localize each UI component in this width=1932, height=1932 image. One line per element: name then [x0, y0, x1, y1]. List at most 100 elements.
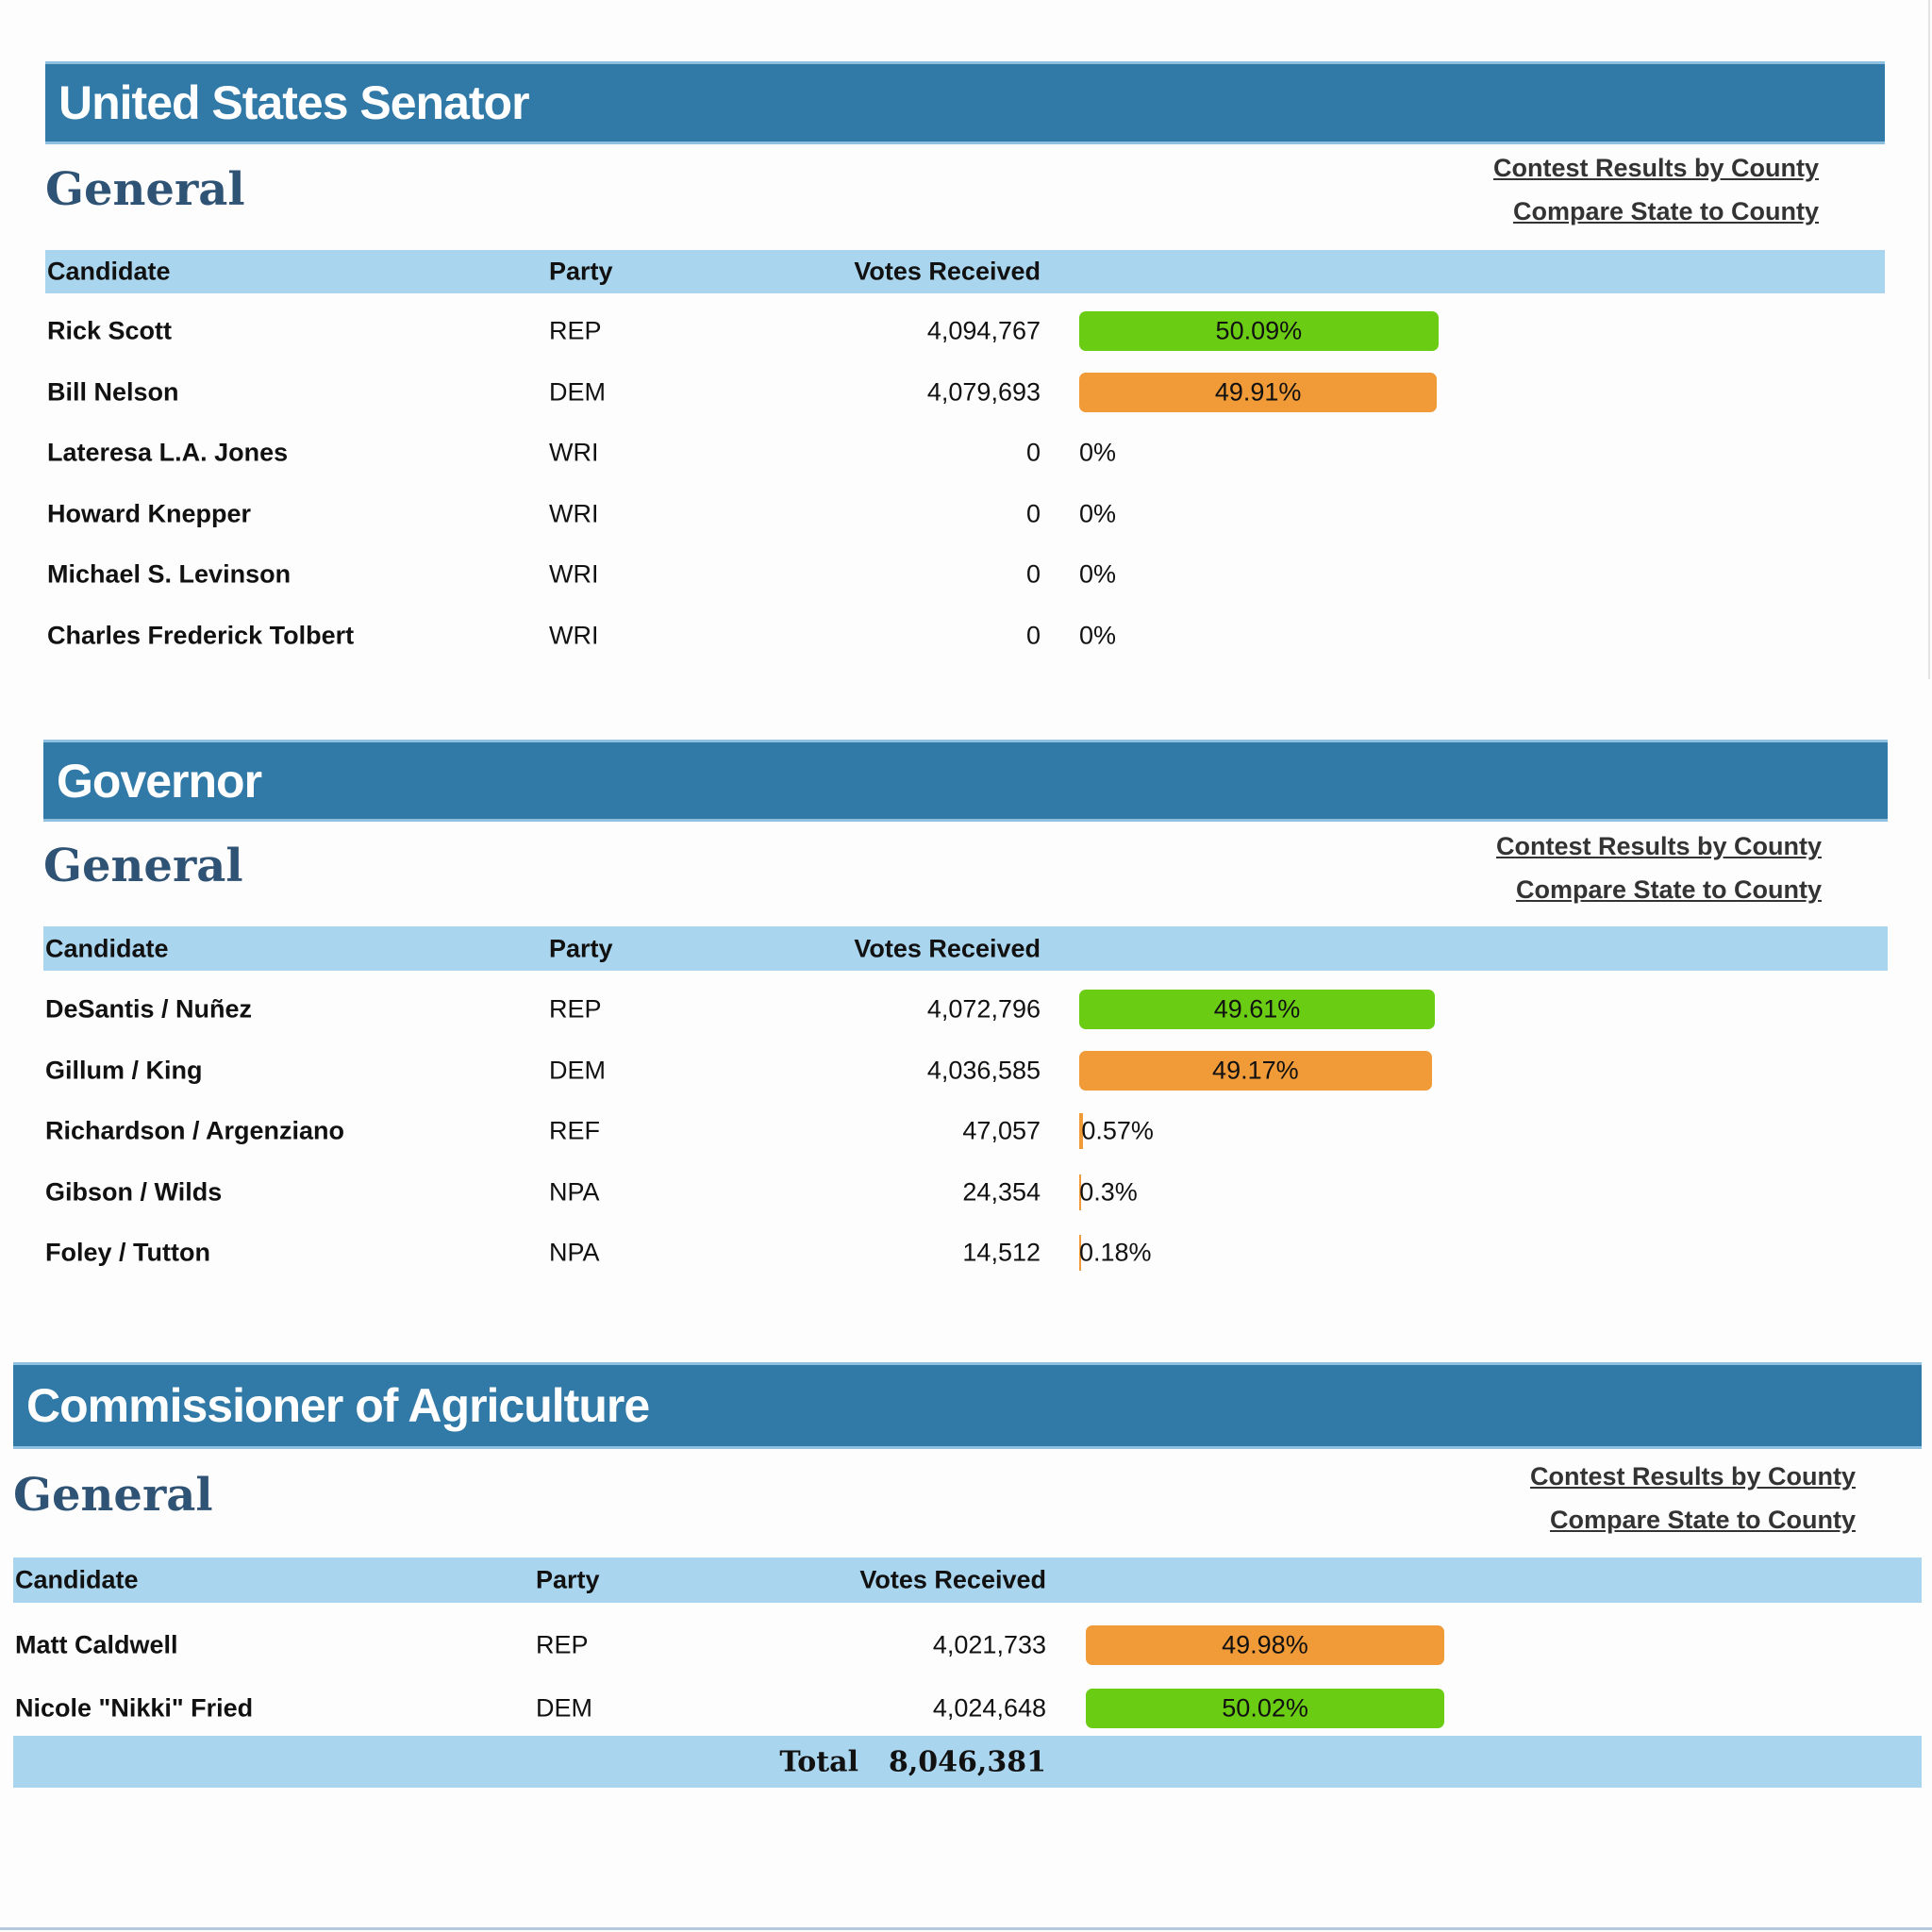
party: WRI [549, 621, 599, 650]
candidate-name: Bill Nelson [47, 377, 179, 407]
contest-section: Governor General Contest Results by County… [43, 740, 1888, 1341]
percent-bar [1079, 372, 1438, 412]
table-row: Bill Nelson DEM 4,079,693 49.91% [45, 362, 1885, 424]
candidate-name: Gillum / King [45, 1056, 203, 1085]
percent-label: 49.17% [1212, 1056, 1299, 1085]
contest-links: Contest Results by County Compare State t… [1496, 824, 1822, 911]
percent-bar [1079, 1050, 1432, 1091]
total-votes: 8,046,381 [888, 1745, 1046, 1778]
votes: 4,024,648 [932, 1693, 1046, 1722]
total-group: Total 8,046,381 [779, 1745, 1046, 1778]
votes: 0 [1025, 559, 1041, 589]
contest-title: United States Senator [58, 76, 530, 129]
votes: 4,036,585 [926, 1056, 1041, 1085]
page-bottom-border [0, 1927, 1932, 1930]
table-header: Candidate Party Votes Received [43, 926, 1888, 971]
table-row: Howard Knepper WRI 0 0% [45, 484, 1885, 545]
candidate-name: Rick Scott [47, 316, 173, 345]
contest-results-by-county-link[interactable]: Contest Results by County [1529, 1462, 1856, 1491]
table-row: Gibson / Wilds NPA 24,354 0.3% [43, 1162, 1888, 1224]
table-row: Nicole "Nikki" Fried DEM 4,024,648 50.02% [13, 1676, 1922, 1740]
percent-label: 0.57% [1081, 1116, 1154, 1145]
column-header-party: Party [549, 934, 613, 962]
table-row: DeSantis / Nuñez REP 4,072,796 49.61% [43, 979, 1888, 1041]
table-row: Richardson / Argenziano REF 47,057 0.57% [43, 1101, 1888, 1162]
election-type-heading: General [13, 1469, 213, 1522]
votes: 0 [1025, 438, 1041, 467]
total-row: Total 8,046,381 [13, 1736, 1922, 1788]
table-row: Rick Scott REP 4,094,767 50.09% [45, 301, 1885, 362]
percent-bar [1079, 1113, 1084, 1150]
column-header-candidate: Candidate [47, 257, 171, 286]
percent-label: 49.91% [1214, 377, 1302, 407]
party: WRI [549, 499, 599, 528]
compare-state-to-county-link[interactable]: Compare State to County [1549, 1506, 1856, 1534]
column-header-party: Party [536, 1565, 600, 1594]
compare-state-to-county-link[interactable]: Compare State to County [1515, 875, 1822, 904]
votes: 4,021,733 [932, 1630, 1046, 1658]
contest-results-by-county-link[interactable]: Contest Results by County [1492, 154, 1819, 182]
candidate-name: Matt Caldwell [15, 1630, 178, 1658]
percent-bar [1079, 1235, 1081, 1272]
page-scrollbar-edge [1928, 0, 1930, 679]
votes: 4,094,767 [926, 316, 1041, 345]
candidate-name: Lateresa L.A. Jones [47, 438, 289, 467]
contest-section: United States Senator General Contest Resu… [45, 61, 1885, 723]
table-row: Lateresa L.A. Jones WRI 0 0% [45, 423, 1885, 484]
votes: 0 [1025, 499, 1041, 528]
percent-label: 0% [1079, 499, 1117, 528]
candidate-name: DeSantis / Nuñez [45, 994, 253, 1024]
percent-label: 49.61% [1213, 994, 1301, 1024]
votes: 47,057 [962, 1116, 1041, 1145]
votes: 4,079,693 [926, 377, 1041, 407]
party: DEM [549, 377, 606, 407]
percent-label: 49.98% [1222, 1630, 1308, 1658]
contest-title-banner: United States Senator [45, 61, 1885, 144]
contest-title-banner: Governor [43, 740, 1888, 822]
candidate-name: Nicole "Nikki" Fried [15, 1693, 254, 1722]
percent-label: 0% [1079, 559, 1117, 589]
party: WRI [549, 438, 599, 467]
candidate-name: Foley / Tutton [45, 1238, 210, 1267]
table-row: Matt Caldwell REP 4,021,733 49.98% [13, 1613, 1922, 1676]
contest-links: Contest Results by County Compare State t… [1530, 1455, 1856, 1541]
contest-results-by-county-link[interactable]: Contest Results by County [1495, 832, 1822, 860]
column-header-party: Party [549, 257, 613, 286]
party: REP [549, 316, 602, 345]
party: NPA [549, 1238, 600, 1267]
percent-label: 0.18% [1079, 1238, 1152, 1267]
contest-links: Contest Results by County Compare State t… [1493, 146, 1819, 233]
candidate-name: Richardson / Argenziano [45, 1116, 345, 1145]
party: WRI [549, 559, 599, 589]
votes: 4,072,796 [926, 994, 1041, 1024]
candidate-name: Gibson / Wilds [45, 1177, 223, 1207]
party: DEM [549, 1056, 606, 1085]
table-header: Candidate Party Votes Received [13, 1557, 1922, 1603]
compare-state-to-county-link[interactable]: Compare State to County [1512, 197, 1819, 225]
election-type-heading: General [43, 840, 243, 892]
contest-section: Commissioner of Agriculture General Contes… [13, 1362, 1922, 1792]
votes: 24,354 [962, 1177, 1041, 1207]
contest-title: Governor [57, 754, 262, 808]
party: DEM [536, 1693, 592, 1722]
percent-label: 50.09% [1215, 316, 1303, 345]
total-label: Total [779, 1745, 858, 1778]
column-header-votes: Votes Received [854, 257, 1041, 286]
percent-bar [1079, 1174, 1082, 1210]
table-header: Candidate Party Votes Received [45, 250, 1885, 293]
table-row: Foley / Tutton NPA 14,512 0.18% [43, 1223, 1888, 1284]
column-header-votes: Votes Received [854, 934, 1041, 962]
percent-label: 0.3% [1079, 1177, 1138, 1207]
percent-bar [1086, 1624, 1444, 1665]
contest-title-banner: Commissioner of Agriculture [13, 1362, 1922, 1449]
votes: 14,512 [962, 1238, 1041, 1267]
contest-title: Commissioner of Agriculture [26, 1379, 650, 1432]
percent-bar [1086, 1688, 1445, 1728]
party: REP [549, 994, 602, 1024]
candidate-name: Howard Knepper [47, 499, 252, 528]
votes: 0 [1025, 621, 1041, 650]
percent-label: 50.02% [1222, 1693, 1308, 1722]
percent-bar [1079, 990, 1436, 1030]
candidate-name: Michael S. Levinson [47, 559, 291, 589]
table-row: Charles Frederick Tolbert WRI 0 0% [45, 606, 1885, 667]
